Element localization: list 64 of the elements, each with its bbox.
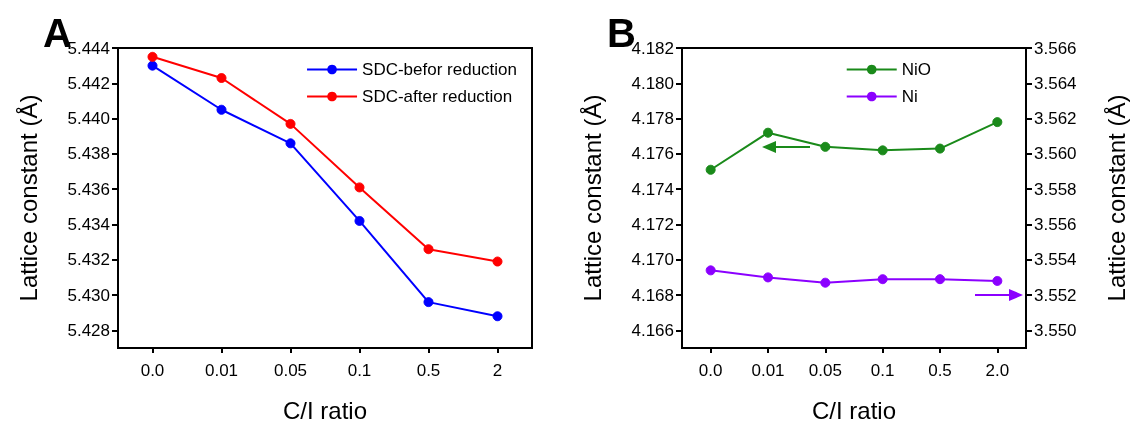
y2-tick-label: 3.554	[1034, 250, 1077, 270]
y-tick-label: 4.170	[631, 250, 674, 270]
y-tick-label: 5.438	[67, 144, 110, 164]
y-tick-label: 4.174	[631, 179, 674, 199]
y-tick-label: 5.432	[67, 250, 110, 270]
x-tick-label: 2	[492, 361, 503, 380]
y-tick-label: 4.166	[631, 320, 674, 340]
y-tick-label: 5.436	[67, 179, 110, 199]
y-axis-title: Lattice constant (Å)	[14, 94, 42, 302]
point	[820, 141, 831, 152]
x-tick-label: 0.01	[204, 361, 239, 380]
y2-tick-label: 3.562	[1034, 109, 1077, 129]
y2-tick-label: 3.558	[1034, 179, 1077, 199]
x-tick-label: 0.05	[808, 361, 842, 380]
legend-label: SDC-after reduction	[362, 87, 513, 106]
x-tick-label: 0.1	[870, 361, 895, 380]
y2-tick-label: 3.564	[1034, 73, 1077, 93]
point	[763, 127, 773, 138]
legend-label: Ni	[901, 87, 918, 106]
point	[492, 311, 503, 322]
y2-tick-label: 3.560	[1034, 144, 1077, 164]
point	[354, 182, 365, 193]
y2-tick-label: 3.566	[1034, 38, 1077, 58]
x-axis-title: C/I ratio	[811, 396, 897, 424]
y-tick-label: 4.178	[631, 109, 674, 129]
point	[216, 104, 227, 115]
point	[216, 73, 227, 83]
y-tick-label: 5.428	[67, 320, 110, 340]
point	[992, 117, 1003, 128]
point	[423, 244, 434, 255]
x-tick-label: 0.05	[273, 361, 308, 380]
y-tick-label: 5.442	[67, 73, 110, 93]
point	[147, 60, 158, 71]
y-tick-label: 5.440	[67, 109, 110, 129]
x-tick-label: 0.5	[928, 361, 952, 380]
point	[147, 51, 158, 62]
point	[705, 164, 716, 175]
x-axis-title: C/I ratio	[282, 396, 368, 424]
x-tick-label: 0.0	[140, 361, 165, 380]
point	[492, 256, 503, 267]
y2-tick-label: 3.556	[1034, 214, 1077, 234]
y-tick-label: 5.434	[67, 214, 110, 234]
x-tick-label: 0.0	[698, 361, 723, 380]
x-tick-label: 0.01	[751, 361, 785, 380]
y-axis-title: Lattice constant (Å)	[578, 94, 606, 302]
y2-axis-title: Lattice constant (Å)	[1102, 94, 1130, 302]
y2-tick-label: 3.550	[1034, 320, 1077, 340]
y-tick-label: 4.168	[631, 285, 674, 305]
x-tick-label: 0.5	[416, 361, 441, 380]
y-tick-label: 4.180	[631, 73, 674, 93]
point	[877, 145, 888, 156]
y-tick-label: 4.176	[631, 144, 674, 164]
y-tick-label: 5.430	[67, 285, 110, 305]
x-tick-label: 0.1	[347, 361, 372, 380]
point	[285, 118, 296, 129]
point	[935, 143, 945, 154]
y-tick-label: 4.172	[631, 214, 674, 234]
y2-tick-label: 3.552	[1034, 285, 1077, 305]
legend-label: NiO	[901, 60, 931, 79]
x-tick-label: 2.0	[985, 361, 1010, 380]
point	[423, 297, 434, 308]
legend-label: SDC-befor reduction	[362, 60, 518, 79]
point	[354, 215, 365, 226]
point	[285, 138, 296, 149]
